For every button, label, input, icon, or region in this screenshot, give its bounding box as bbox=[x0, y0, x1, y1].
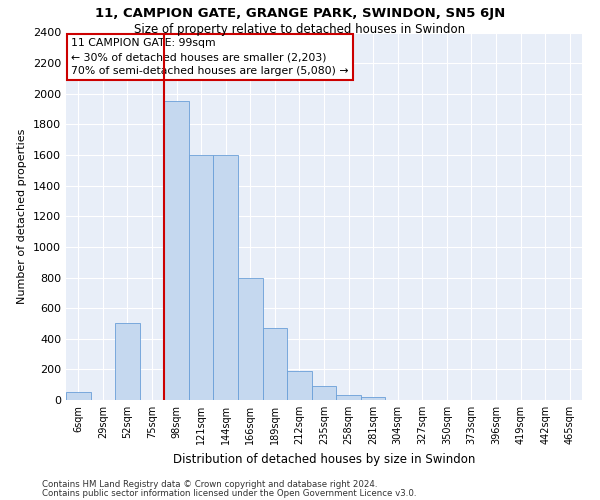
Bar bbox=[115, 324, 140, 400]
Text: Contains HM Land Registry data © Crown copyright and database right 2024.: Contains HM Land Registry data © Crown c… bbox=[42, 480, 377, 489]
Bar bbox=[312, 386, 336, 400]
Bar bbox=[287, 371, 312, 400]
Bar bbox=[66, 392, 91, 400]
Text: 11, CAMPION GATE, GRANGE PARK, SWINDON, SN5 6JN: 11, CAMPION GATE, GRANGE PARK, SWINDON, … bbox=[95, 8, 505, 20]
Bar bbox=[214, 155, 238, 400]
Bar bbox=[189, 155, 214, 400]
Bar bbox=[336, 396, 361, 400]
Text: Size of property relative to detached houses in Swindon: Size of property relative to detached ho… bbox=[134, 22, 466, 36]
Text: 11 CAMPION GATE: 99sqm
← 30% of detached houses are smaller (2,203)
70% of semi-: 11 CAMPION GATE: 99sqm ← 30% of detached… bbox=[71, 38, 349, 76]
Bar bbox=[263, 328, 287, 400]
Y-axis label: Number of detached properties: Number of detached properties bbox=[17, 128, 28, 304]
Bar bbox=[164, 102, 189, 400]
X-axis label: Distribution of detached houses by size in Swindon: Distribution of detached houses by size … bbox=[173, 452, 475, 466]
Bar bbox=[238, 278, 263, 400]
Text: Contains public sector information licensed under the Open Government Licence v3: Contains public sector information licen… bbox=[42, 488, 416, 498]
Bar bbox=[361, 397, 385, 400]
